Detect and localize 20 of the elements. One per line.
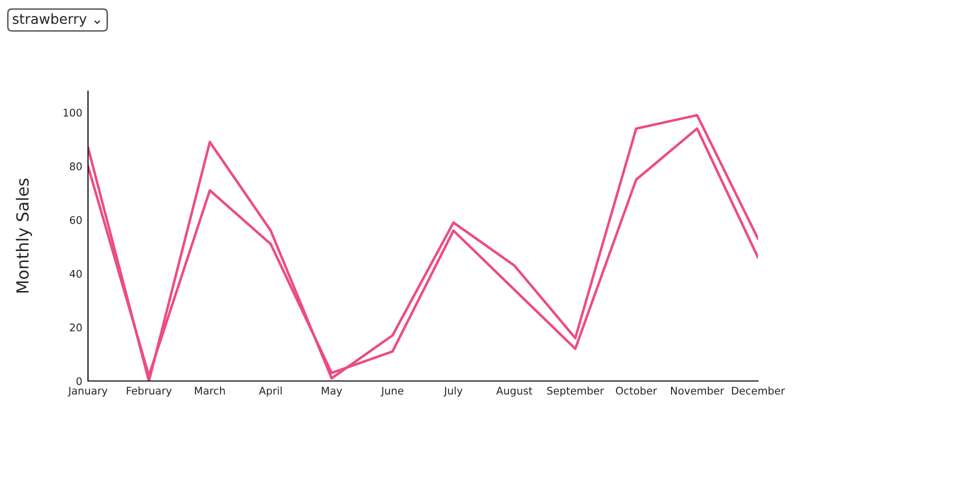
y-tick-label: 40 <box>70 270 82 278</box>
x-tick-label: May <box>322 386 342 397</box>
x-tick-label: September <box>547 386 604 397</box>
x-tick-label: June <box>380 386 404 397</box>
x-tick-label: November <box>671 386 724 395</box>
x-tick-label: March <box>194 386 225 395</box>
x-tick-label: February <box>126 386 172 397</box>
x-tick-label: April <box>258 386 282 397</box>
x-tick-label: December <box>732 386 786 395</box>
y-tick-label: 100 <box>64 108 82 117</box>
y-tick-label: 60 <box>70 216 82 224</box>
x-tick-label: January <box>68 386 108 397</box>
x-tick-label: August <box>496 386 532 397</box>
x-tick-label: July <box>444 386 463 397</box>
y-tick-label: 0 <box>76 377 82 386</box>
y-tick-label: 80 <box>70 162 82 170</box>
y-tick-label: 20 <box>70 324 82 332</box>
text: strawberry ⌄ <box>12 13 100 27</box>
x-tick-label: October <box>616 386 658 395</box>
y-axis-title: Monthly Sales <box>16 178 32 293</box>
